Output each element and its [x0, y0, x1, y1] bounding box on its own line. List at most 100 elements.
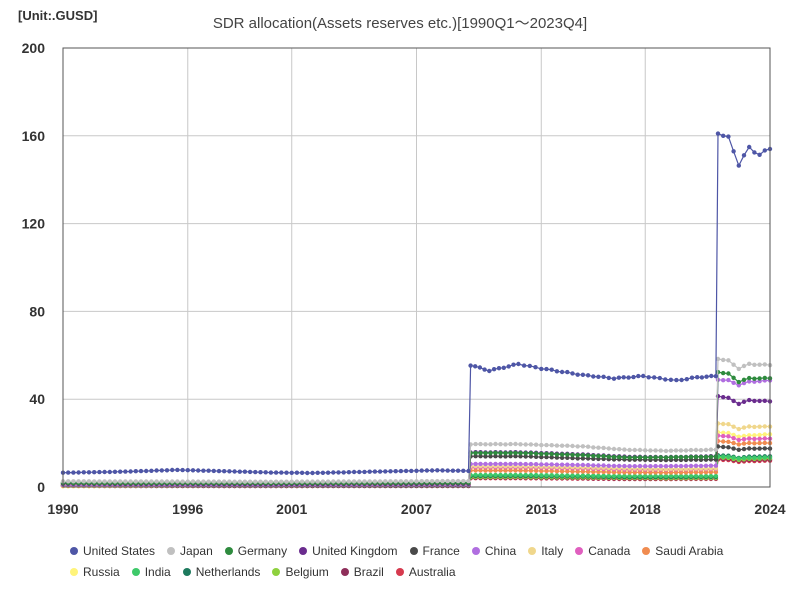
legend-label: Netherlands — [195, 564, 261, 579]
data-point — [149, 468, 154, 473]
data-point — [488, 472, 493, 478]
data-point — [632, 447, 637, 453]
data-point — [222, 479, 227, 484]
data-point — [518, 442, 523, 447]
legend-item: Italy — [528, 540, 563, 561]
data-point — [403, 479, 409, 484]
data-point — [86, 479, 92, 484]
data-point — [144, 468, 149, 474]
data-point — [279, 479, 284, 484]
data-point — [747, 397, 752, 403]
data-point — [673, 463, 679, 469]
data-point — [493, 454, 498, 459]
data-point — [611, 463, 617, 469]
data-point — [715, 356, 721, 362]
data-point — [66, 479, 71, 484]
data-point — [762, 375, 767, 381]
data-point — [112, 479, 118, 484]
x-tick-label: 2007 — [401, 501, 432, 517]
legend-item: Netherlands — [182, 561, 261, 582]
data-point — [478, 461, 483, 467]
data-point — [693, 470, 699, 475]
data-point — [450, 468, 456, 473]
data-point — [693, 454, 699, 460]
data-point — [488, 454, 493, 459]
data-point — [668, 448, 674, 453]
data-point — [549, 367, 554, 372]
data-point — [518, 454, 523, 459]
data-point — [493, 461, 498, 467]
data-point — [299, 479, 305, 484]
legend-swatch — [299, 546, 308, 555]
data-point — [237, 479, 242, 484]
data-point — [549, 451, 554, 457]
data-point — [533, 472, 539, 478]
data-point — [632, 464, 637, 469]
data-point — [673, 454, 679, 460]
data-point — [175, 479, 180, 484]
data-point — [752, 150, 757, 155]
data-point — [559, 473, 565, 478]
data-point — [498, 450, 503, 456]
legend-swatch — [409, 546, 418, 555]
data-point — [721, 433, 726, 439]
data-point — [663, 455, 669, 460]
data-point — [128, 479, 133, 484]
data-point — [570, 473, 575, 478]
legend-swatch — [642, 546, 651, 555]
data-point — [424, 468, 430, 473]
data-point — [679, 377, 684, 383]
data-point — [478, 472, 483, 478]
legend-swatch — [528, 546, 537, 555]
data-point — [648, 473, 653, 479]
data-point — [473, 364, 478, 369]
legend-swatch — [340, 567, 349, 576]
data-point — [263, 470, 268, 475]
data-point — [315, 470, 320, 475]
data-point — [688, 454, 694, 460]
data-point — [591, 473, 596, 478]
legend-label: Saudi Arabia — [655, 543, 724, 558]
data-point — [533, 365, 538, 370]
data-point — [580, 444, 586, 449]
data-point — [473, 468, 478, 473]
data-point — [284, 479, 289, 484]
data-point — [227, 469, 232, 474]
data-point — [331, 479, 336, 484]
legend-item: United States — [70, 540, 155, 561]
data-point — [273, 479, 279, 484]
data-point — [575, 456, 580, 461]
data-point — [643, 448, 648, 453]
data-point — [678, 470, 684, 475]
data-point — [554, 369, 560, 374]
data-point — [549, 462, 554, 467]
data-point — [653, 463, 658, 469]
data-point — [762, 436, 767, 441]
data-point — [596, 469, 601, 475]
data-point — [752, 441, 757, 446]
data-point — [503, 442, 508, 447]
data-point — [508, 441, 513, 447]
data-point — [483, 450, 488, 456]
data-point — [688, 447, 694, 453]
data-point — [398, 479, 404, 484]
data-point — [273, 470, 279, 475]
data-point — [429, 468, 435, 473]
data-point — [398, 468, 404, 474]
data-point — [683, 473, 689, 479]
data-point — [596, 473, 601, 478]
data-point — [580, 473, 586, 478]
data-point — [493, 468, 498, 473]
data-point — [315, 479, 320, 484]
data-point — [731, 380, 736, 385]
data-point — [663, 473, 669, 479]
data-point — [544, 442, 549, 448]
data-point — [632, 473, 637, 479]
x-tick-label: 2018 — [630, 501, 661, 517]
data-point — [731, 149, 736, 154]
data-point — [721, 378, 726, 383]
data-point — [539, 473, 544, 478]
data-point — [498, 454, 503, 459]
data-point — [708, 473, 714, 479]
data-point — [201, 479, 206, 484]
